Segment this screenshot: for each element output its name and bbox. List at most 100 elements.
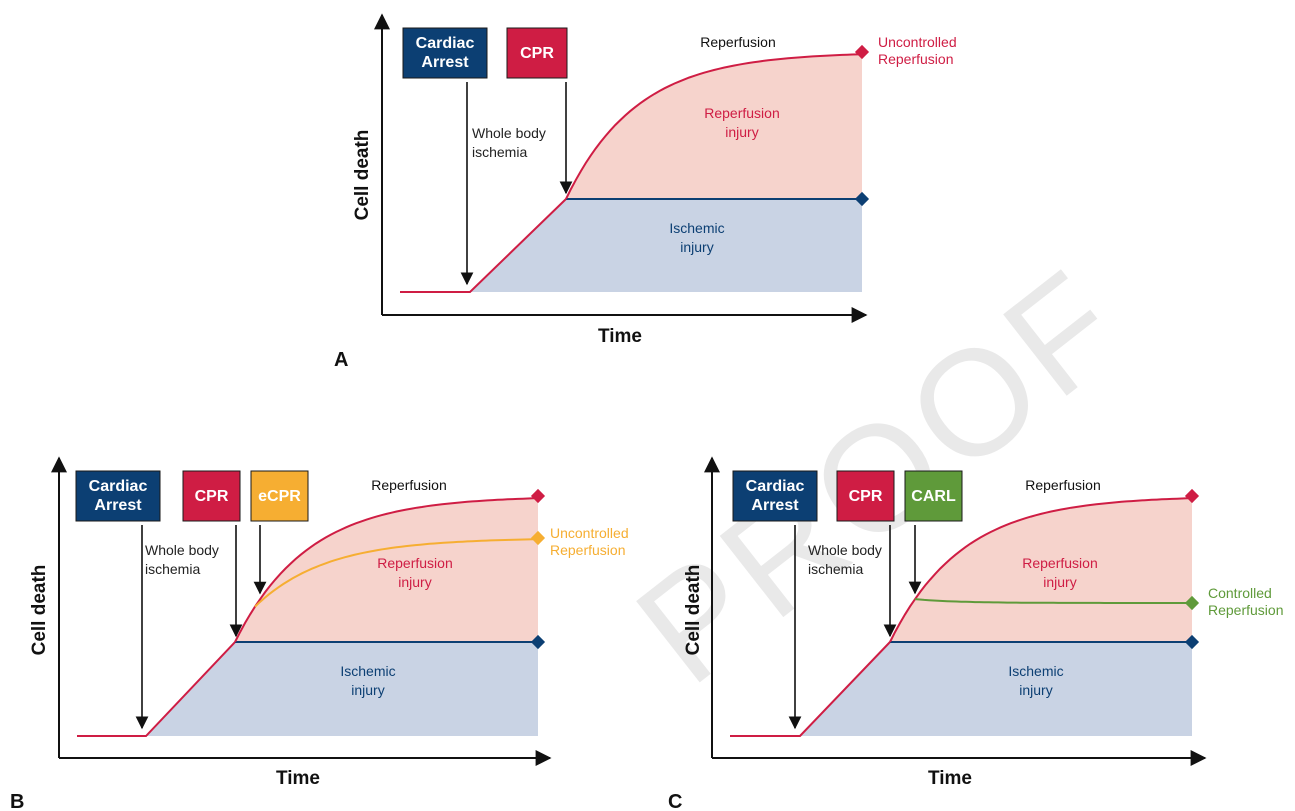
end-state-label: Uncontrolled Reperfusion <box>878 34 957 67</box>
panel-letter: A <box>334 349 348 371</box>
cpr-box-label: CPR <box>520 45 554 62</box>
ischemic-injury-area <box>470 199 862 292</box>
cell-death-ramp <box>730 641 891 737</box>
whole-body-ischemia-label: Whole body ischemia <box>472 125 546 160</box>
x-axis-title: Time <box>276 768 320 789</box>
carl-box-bg <box>904 470 963 522</box>
ischemic-injury-label-line: injury <box>351 682 384 698</box>
cpr-box: CPR <box>182 470 241 522</box>
whole-body-ischemia-label: Whole body ischemia <box>808 542 882 577</box>
cpr-box-label-line: CPR <box>520 45 554 62</box>
ischemic-injury-label-line: Ischemic <box>669 220 724 236</box>
cpr-box: CPR <box>506 27 568 79</box>
reperfusion-injury-area <box>235 498 538 642</box>
ischemic-injury-label-line: injury <box>1019 682 1052 698</box>
reperfusion-end-marker <box>854 44 870 60</box>
reperfusion-injury-label-line: Reperfusion <box>377 555 453 571</box>
arrest-box-label-line: Arrest <box>421 54 469 71</box>
carl-box: CARL <box>904 470 963 522</box>
arrest-box-bg <box>732 470 818 522</box>
end-state-label-line: Reperfusion <box>878 51 954 67</box>
ecpr-curve <box>254 538 538 608</box>
panel-a: Cardiac Arrest CPR Whole body ischemia Reperf… <box>334 13 957 371</box>
cpr-box-bg <box>836 470 895 522</box>
ischemic-injury-area <box>800 642 1192 736</box>
panel-c: Cardiac Arrest CPR CARL Whole body ischemia Re… <box>668 456 1284 811</box>
cpr-box-label: CPR <box>849 488 883 505</box>
arrest-box: Cardiac Arrest <box>75 470 161 522</box>
reperfusion-injury-area <box>890 498 1192 642</box>
cpr-box-label-line: CPR <box>849 488 883 505</box>
arrest-box-label-line: Arrest <box>94 497 142 514</box>
ischemic-injury-label: Ischemic injury <box>340 663 395 698</box>
y-axis-title: Cell death <box>683 565 704 656</box>
whole-body-ischemia-label-line: Whole body <box>808 542 882 558</box>
reperfusion-injury-label-line: injury <box>398 574 431 590</box>
x-axis-title: Time <box>598 326 642 347</box>
end-state-label-line: Controlled <box>1208 585 1272 601</box>
reperfusion-injury-label-line: injury <box>725 124 758 140</box>
end-state-label-line: Reperfusion <box>1208 602 1284 618</box>
ischemic-injury-label: Ischemic injury <box>1008 663 1063 698</box>
whole-body-ischemia-label: Whole body ischemia <box>145 542 219 577</box>
cpr-box-bg <box>506 27 568 79</box>
x-axis-title: Time <box>928 768 972 789</box>
ischemic-end-marker <box>1184 634 1200 650</box>
whole-body-ischemia-label-line: Whole body <box>145 542 219 558</box>
reperfusion-injury-label: Reperfusion injury <box>704 105 780 140</box>
ischemic-injury-label-line: injury <box>680 239 713 255</box>
end-state-label-line: Uncontrolled <box>878 34 957 50</box>
end-state-label: Uncontrolled Reperfusion <box>550 525 629 558</box>
whole-body-ischemia-label-line: ischemia <box>145 561 200 577</box>
carl-box-label: CARL <box>911 488 956 505</box>
ischemic-end-marker <box>854 191 870 207</box>
reperfusion-injury-label-line: Reperfusion <box>704 105 780 121</box>
panel-letter: B <box>10 791 24 811</box>
ecpr-box: eCPR <box>250 470 309 522</box>
panel-b: Cardiac Arrest CPR eCPR Whole body ischemia Re… <box>10 456 629 811</box>
ischemic-injury-area <box>146 642 538 736</box>
arrest-box-label: Cardiac Arrest <box>746 478 805 514</box>
arrest-box: Cardiac Arrest <box>732 470 818 522</box>
cell-death-ramp <box>77 641 236 737</box>
reperfusion-end-marker <box>1184 488 1200 504</box>
cell-death-ramp <box>400 198 567 293</box>
carl-box-label-line: CARL <box>911 488 956 505</box>
whole-body-ischemia-label-line: Whole body <box>472 125 546 141</box>
reperfusion-curve <box>565 53 863 200</box>
ecpr-box-label-line: eCPR <box>258 488 301 505</box>
cpr-box-bg <box>182 470 241 522</box>
whole-body-ischemia-label-line: ischemia <box>808 561 863 577</box>
ischemic-injury-label-line: Ischemic <box>1008 663 1063 679</box>
whole-body-ischemia-label-line: ischemia <box>472 144 527 160</box>
ecpr-box-label: eCPR <box>258 488 301 505</box>
reperfusion-injury-area <box>566 54 862 200</box>
arrest-box-label-line: Cardiac <box>89 478 148 495</box>
cpr-box-label-line: CPR <box>195 488 229 505</box>
ischemic-injury-label-line: Ischemic <box>340 663 395 679</box>
reperfusion-injury-label: Reperfusion injury <box>377 555 453 590</box>
arrest-box-bg <box>75 470 161 522</box>
reperfusion-injury-label-line: Reperfusion <box>1022 555 1098 571</box>
y-axis-title: Cell death <box>29 565 50 656</box>
arrest-box-label: Cardiac Arrest <box>89 478 148 514</box>
reperfusion-label: Reperfusion <box>1025 477 1101 493</box>
arrest-box-bg <box>402 27 488 79</box>
reperfusion-injury-label: Reperfusion injury <box>1022 555 1098 590</box>
reperfusion-end-marker <box>530 488 546 504</box>
end-state-label: Controlled Reperfusion <box>1208 585 1284 618</box>
y-axis-title: Cell death <box>352 130 373 221</box>
ecpr-box-bg <box>250 470 309 522</box>
reperfusion-label: Reperfusion <box>371 477 447 493</box>
arrest-box-label-line: Cardiac <box>416 35 475 52</box>
arrest-box-label: Cardiac Arrest <box>416 35 475 71</box>
cpr-box: CPR <box>836 470 895 522</box>
reperfusion-injury-label-line: injury <box>1043 574 1076 590</box>
ischemic-end-marker <box>530 634 546 650</box>
carl-curve <box>914 598 1192 604</box>
reperfusion-curve <box>889 497 1193 643</box>
carl-end-marker <box>1184 595 1200 611</box>
arrest-box-label-line: Cardiac <box>746 478 805 495</box>
cpr-box-label: CPR <box>195 488 229 505</box>
